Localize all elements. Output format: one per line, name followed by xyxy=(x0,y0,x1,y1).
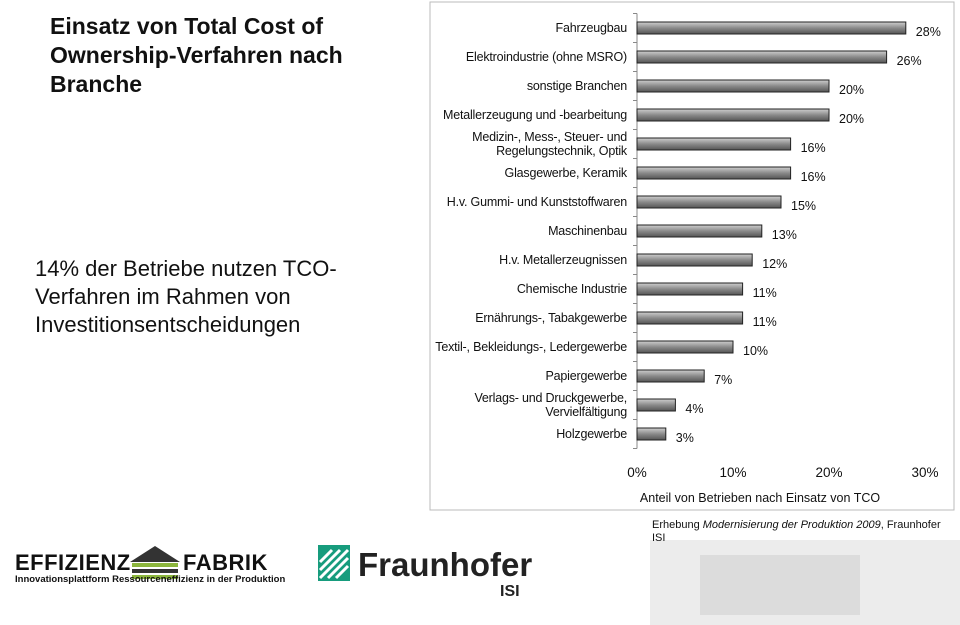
source-text: Modernisierung der Produktion 2009 xyxy=(702,519,881,531)
category-label: sonstige Branchen xyxy=(526,79,627,93)
bar xyxy=(636,79,830,93)
bar xyxy=(636,253,753,267)
category-label: Verlags- und Druckgewerbe, Vervielfältig… xyxy=(474,391,627,419)
value-label: 11% xyxy=(753,286,777,300)
bar xyxy=(636,50,888,64)
value-label: 10% xyxy=(743,344,768,358)
value-label: 20% xyxy=(839,83,864,97)
x-tick-label: 10% xyxy=(719,465,746,480)
value-label: 15% xyxy=(791,199,816,213)
effizienz-icon xyxy=(130,546,180,579)
bar xyxy=(636,427,667,441)
x-tick-label: 30% xyxy=(911,465,938,480)
photo-detail xyxy=(700,555,860,615)
x-tick-label: 20% xyxy=(815,465,842,480)
bar xyxy=(636,224,763,238)
logo-text: ISI xyxy=(500,583,520,600)
x-axis-label: Anteil von Betrieben nach Einsatz von TC… xyxy=(640,491,880,505)
value-label: 26% xyxy=(897,54,922,68)
chart-frame xyxy=(429,1,955,511)
bar xyxy=(636,311,744,325)
value-label: 7% xyxy=(714,373,732,387)
source: Erhebung Modernisierung der Produktion 2… xyxy=(652,519,942,545)
value-label: 16% xyxy=(801,141,826,155)
logo-text: FABRIK xyxy=(183,550,268,575)
category-label: Maschinenbau xyxy=(548,224,627,238)
source-text: , Fraunhofer ISI xyxy=(652,519,941,544)
category-label: Medizin-, Mess-, Steuer- und Regelungste… xyxy=(472,130,627,158)
bar xyxy=(636,369,705,383)
bar xyxy=(636,282,744,296)
bar xyxy=(636,195,782,209)
logo-tagline: Innovationsplattform Ressourceneffizienz… xyxy=(15,574,286,585)
logo-text: EFFIZIENZ xyxy=(15,550,131,575)
category-label: Glasgewerbe, Keramik xyxy=(504,166,628,180)
bar xyxy=(636,21,907,35)
logo-text: Fraunhofer xyxy=(358,546,533,583)
category-label: Textil-, Bekleidungs-, Ledergewerbe xyxy=(435,340,627,354)
value-label: 28% xyxy=(916,25,941,39)
category-label: H.v. Gummi- und Kunststoffwaren xyxy=(446,195,627,209)
value-label: 11% xyxy=(753,315,777,329)
value-label: 4% xyxy=(685,402,703,416)
x-tick-label: 0% xyxy=(627,465,647,480)
fraunhofer-icon xyxy=(318,545,350,581)
value-label: 3% xyxy=(676,431,694,445)
bar xyxy=(636,108,830,122)
bar xyxy=(636,398,676,412)
value-label: 12% xyxy=(762,257,787,271)
value-label: 13% xyxy=(772,228,797,242)
category-label: Elektroindustrie (ohne MSRO) xyxy=(465,50,627,64)
category-label: Papiergewerbe xyxy=(545,369,628,383)
bar xyxy=(636,340,734,354)
value-label: 20% xyxy=(839,112,864,126)
category-label: Chemische Industrie xyxy=(516,282,627,296)
category-label: Fahrzeugbau xyxy=(555,21,628,35)
category-label: Holzgewerbe xyxy=(556,427,627,441)
category-label: Metallerzeugung und -bearbeitung xyxy=(442,108,627,122)
slide-title: Einsatz von Total Cost of Ownership-Verf… xyxy=(50,13,343,97)
value-label: 16% xyxy=(801,170,826,184)
category-label: Ernährungs-, Tabakgewerbe xyxy=(475,311,627,325)
bar xyxy=(636,137,792,151)
bar xyxy=(636,166,792,180)
category-label: H.v. Metallerzeugnissen xyxy=(499,253,627,267)
source-text: Erhebung xyxy=(652,519,703,531)
subtitle: 14% der Betriebe nutzen TCO-Verfahren im… xyxy=(35,256,337,337)
